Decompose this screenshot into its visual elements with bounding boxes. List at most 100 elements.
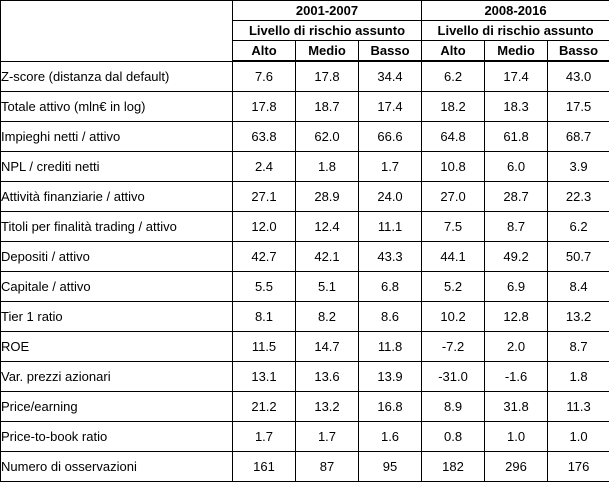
data-cell: 161 xyxy=(233,452,296,482)
column-header-alto: Alto xyxy=(422,41,485,62)
data-cell: 27.1 xyxy=(233,182,296,212)
row-label: Titoli per finalità trading / attivo xyxy=(1,212,233,242)
data-cell: 18.3 xyxy=(485,92,548,122)
data-cell: 13.2 xyxy=(296,392,359,422)
row-label: Tier 1 ratio xyxy=(1,302,233,332)
data-cell: 5.5 xyxy=(233,272,296,302)
data-cell: 12.8 xyxy=(485,302,548,332)
data-cell: 1.7 xyxy=(233,422,296,452)
data-cell: 8.2 xyxy=(296,302,359,332)
table-row: Numero di osservazioni 161 87 95 182 296… xyxy=(1,452,609,482)
data-cell: 10.8 xyxy=(422,152,485,182)
data-cell: 24.0 xyxy=(359,182,422,212)
data-cell: 87 xyxy=(296,452,359,482)
data-cell: 8.6 xyxy=(359,302,422,332)
data-cell: 17.4 xyxy=(485,61,548,92)
data-cell: 8.9 xyxy=(422,392,485,422)
data-cell: 16.8 xyxy=(359,392,422,422)
row-label: Var. prezzi azionari xyxy=(1,362,233,392)
data-cell: 17.8 xyxy=(296,61,359,92)
data-cell: 18.7 xyxy=(296,92,359,122)
period-header-row: 2001-2007 2008-2016 xyxy=(1,1,609,21)
data-cell: 2.0 xyxy=(485,332,548,362)
data-cell: 44.1 xyxy=(422,242,485,272)
data-cell: 50.7 xyxy=(548,242,609,272)
data-cell: 1.6 xyxy=(359,422,422,452)
data-cell: 1.7 xyxy=(359,152,422,182)
data-cell: 64.8 xyxy=(422,122,485,152)
data-cell: 11.3 xyxy=(548,392,609,422)
risk-level-subheader: Livello di rischio assunto xyxy=(422,21,609,41)
data-cell: 18.2 xyxy=(422,92,485,122)
table-row: NPL / crediti netti 2.4 1.8 1.7 10.8 6.0… xyxy=(1,152,609,182)
column-header-medio: Medio xyxy=(296,41,359,62)
data-cell: 6.0 xyxy=(485,152,548,182)
period-header-2008-2016: 2008-2016 xyxy=(422,1,609,21)
data-cell: 176 xyxy=(548,452,609,482)
data-cell: 1.0 xyxy=(548,422,609,452)
data-cell: 17.8 xyxy=(233,92,296,122)
data-cell: 63.8 xyxy=(233,122,296,152)
data-cell: 0.8 xyxy=(422,422,485,452)
row-label: Impieghi netti / attivo xyxy=(1,122,233,152)
row-label: Z-score (distanza dal default) xyxy=(1,61,233,92)
data-cell: 12.0 xyxy=(233,212,296,242)
data-cell: 28.9 xyxy=(296,182,359,212)
table-row: Tier 1 ratio 8.1 8.2 8.6 10.2 12.8 13.2 xyxy=(1,302,609,332)
row-label: Depositi / attivo xyxy=(1,242,233,272)
data-cell: 5.2 xyxy=(422,272,485,302)
row-label: Totale attivo (mln€ in log) xyxy=(1,92,233,122)
table-row: Capitale / attivo 5.5 5.1 6.8 5.2 6.9 8.… xyxy=(1,272,609,302)
column-header-basso: Basso xyxy=(359,41,422,62)
data-cell: -1.6 xyxy=(485,362,548,392)
data-cell: 42.7 xyxy=(233,242,296,272)
data-cell: 28.7 xyxy=(485,182,548,212)
table-row: Attività finanziarie / attivo 27.1 28.9 … xyxy=(1,182,609,212)
data-cell: -7.2 xyxy=(422,332,485,362)
data-cell: 3.9 xyxy=(548,152,609,182)
data-cell: 6.9 xyxy=(485,272,548,302)
data-cell: -31.0 xyxy=(422,362,485,392)
data-cell: 27.0 xyxy=(422,182,485,212)
data-cell: 2.4 xyxy=(233,152,296,182)
data-cell: 182 xyxy=(422,452,485,482)
row-label: Attività finanziarie / attivo xyxy=(1,182,233,212)
data-cell: 68.7 xyxy=(548,122,609,152)
data-cell: 13.1 xyxy=(233,362,296,392)
table-row: Depositi / attivo 42.7 42.1 43.3 44.1 49… xyxy=(1,242,609,272)
data-cell: 10.2 xyxy=(422,302,485,332)
data-cell: 34.4 xyxy=(359,61,422,92)
column-header-basso: Basso xyxy=(548,41,609,62)
data-cell: 8.7 xyxy=(548,332,609,362)
data-cell: 62.0 xyxy=(296,122,359,152)
data-cell: 7.6 xyxy=(233,61,296,92)
data-cell: 13.2 xyxy=(548,302,609,332)
data-cell: 296 xyxy=(485,452,548,482)
row-label: Price-to-book ratio xyxy=(1,422,233,452)
data-cell: 17.4 xyxy=(359,92,422,122)
data-cell: 11.5 xyxy=(233,332,296,362)
table-row: ROE 11.5 14.7 11.8 -7.2 2.0 8.7 xyxy=(1,332,609,362)
period-header-2001-2007: 2001-2007 xyxy=(233,1,422,21)
data-cell: 42.1 xyxy=(296,242,359,272)
table-row: Totale attivo (mln€ in log) 17.8 18.7 17… xyxy=(1,92,609,122)
risk-level-subheader: Livello di rischio assunto xyxy=(233,21,422,41)
data-cell: 1.8 xyxy=(296,152,359,182)
table-row: Titoli per finalità trading / attivo 12.… xyxy=(1,212,609,242)
data-cell: 13.6 xyxy=(296,362,359,392)
data-cell: 31.8 xyxy=(485,392,548,422)
table-row: Z-score (distanza dal default) 7.6 17.8 … xyxy=(1,61,609,92)
data-cell: 61.8 xyxy=(485,122,548,152)
table-row: Price/earning 21.2 13.2 16.8 8.9 31.8 11… xyxy=(1,392,609,422)
data-cell: 21.2 xyxy=(233,392,296,422)
data-cell: 22.3 xyxy=(548,182,609,212)
table-row: Var. prezzi azionari 13.1 13.6 13.9 -31.… xyxy=(1,362,609,392)
row-label: NPL / crediti netti xyxy=(1,152,233,182)
data-cell: 6.2 xyxy=(548,212,609,242)
table-row: Impieghi netti / attivo 63.8 62.0 66.6 6… xyxy=(1,122,609,152)
corner-cell xyxy=(1,1,233,62)
data-cell: 43.3 xyxy=(359,242,422,272)
data-cell: 49.2 xyxy=(485,242,548,272)
